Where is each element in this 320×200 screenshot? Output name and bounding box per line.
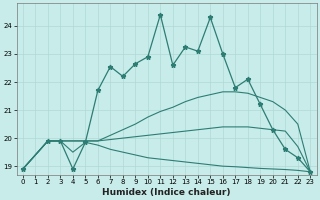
X-axis label: Humidex (Indice chaleur): Humidex (Indice chaleur): [102, 188, 231, 197]
